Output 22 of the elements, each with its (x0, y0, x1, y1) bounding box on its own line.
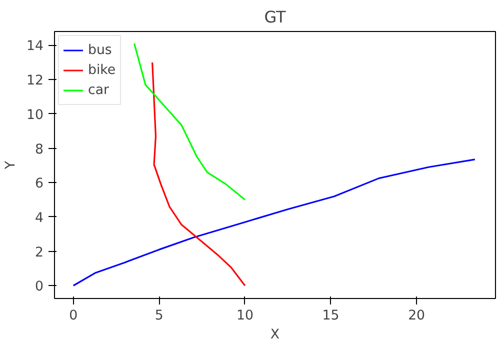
line-series (133, 42, 246, 201)
y-tick-label: 6 (35, 176, 44, 192)
x-tick-label: 5 (154, 308, 164, 324)
legend-label: car (88, 82, 109, 98)
y-tick-label: 4 (35, 210, 44, 226)
y-axis-title: Y (4, 160, 19, 170)
line-series (152, 62, 246, 286)
x-tick-label: 10 (236, 308, 254, 324)
x-tick-label: 20 (408, 308, 426, 324)
y-tick-label: 10 (26, 108, 44, 123)
legend-label: bike (88, 62, 116, 78)
y-tick-label: 0 (35, 280, 44, 295)
chart-title: GT (264, 8, 286, 26)
y-tick-label: 14 (26, 39, 44, 54)
x-tick-label: 15 (322, 308, 340, 324)
legend-label: bus (88, 42, 112, 58)
x-axis-title: X (270, 328, 280, 342)
line-series (72, 158, 476, 286)
y-tick-label: 12 (26, 74, 44, 89)
x-tick-label: 0 (69, 308, 78, 324)
y-tick-label: 8 (35, 142, 44, 158)
y-tick-label: 2 (35, 245, 44, 260)
